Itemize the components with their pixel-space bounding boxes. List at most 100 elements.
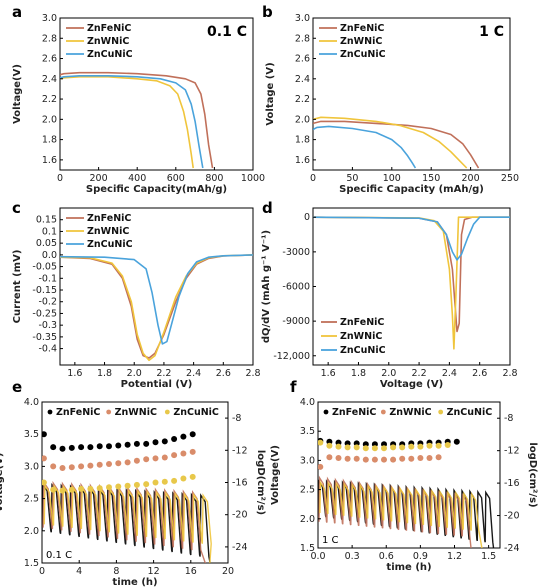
y-tick-label: 2.8 [295,33,310,44]
scatter-point-ZnCuNiC [161,478,168,485]
x-axis-label: time (h) [386,562,431,573]
y-tick-label: 2.0 [42,114,57,125]
panel-a: 0 200 400 600 800 1000 1.6 1.8 2.0 2.2 2.4 2.6 2.8 3.… [12,3,265,195]
scatter-point-ZnCuNiC [362,445,369,452]
panel-letter-b: b [262,3,273,21]
x-tick-label: 2.8 [245,368,260,379]
cycling-line-ZnFeNiC [42,482,211,563]
scatter-point-ZnWNiC [435,454,442,461]
x-tick-label: 0 [39,566,45,577]
panel-letter-d: d [262,199,273,217]
y-tick-label: -3000 [282,247,310,258]
legend-dot-ZnFeNiC [323,409,329,415]
scatter-point-ZnWNiC [78,463,85,470]
y-tick-label: 0.05 [36,238,57,249]
rate-annotation: 0.1 C [46,550,72,561]
x-tick-label: 200 [90,173,108,184]
scatter-point-ZnWNiC [68,464,75,471]
scatter-point-ZnCuNiC [96,485,103,492]
legend-dot-ZnCuNiC [438,409,444,415]
plot-frame-a [59,17,254,171]
scatter-point-ZnWNiC [335,455,342,461]
scatter-point-ZnCuNiC [87,485,94,492]
scatter-point-ZnFeNiC [78,444,85,451]
series-line-ZnWNiC [60,76,194,169]
series-line-ZnFeNiC [313,216,510,333]
legend-label-ZnWNiC: ZnWNiC [340,331,382,342]
y-tick-label: 2.4 [42,74,57,85]
x-axis-label: Voltage (V) [380,379,443,390]
y2-tick-label: -16 [232,478,248,489]
scatter-point-ZnWNiC [133,457,140,464]
y-tick-label: 3.5 [24,429,39,440]
x-tick-label: 1000 [241,173,265,184]
panel-letter-e: e [12,378,22,396]
scatter-point-ZnWNiC [50,463,57,470]
x-tick-label: 1.8 [97,368,112,379]
series-line-ZnCuNiC [313,125,417,169]
scatter-point-ZnCuNiC [353,444,360,451]
scatter-point-ZnWNiC [106,461,112,467]
series-line-ZnCuNiC [60,75,204,169]
y-tick-label: -12,000 [273,351,310,362]
scatter-point-ZnWNiC [318,463,324,470]
x-tick-label: 800 [205,173,223,184]
scatter-point-ZnFeNiC [161,438,168,445]
legend-label-ZnWNiC: ZnWNiC [87,36,129,47]
legend-label-ZnCuNiC: ZnCuNiC [87,49,133,60]
y-tick-label: 3.0 [42,13,57,24]
y-tick-label: 4.0 [300,397,315,408]
scatter-point-ZnCuNiC [417,443,424,450]
scatter-point-ZnFeNiC [326,438,333,445]
legend-label-ZnWNiC: ZnWNiC [87,226,129,237]
y-tick-label: 2.6 [42,54,57,65]
rate-annotation: 1 C [479,24,504,40]
legend-dot-ZnWNiC [106,409,112,415]
scatter-point-ZnWNiC [96,461,103,468]
scatter-point-ZnWNiC [143,456,150,463]
y-tick-label: -0.05 [32,262,57,273]
series-line-ZnCuNiC [313,216,510,261]
scatter-point-ZnCuNiC [390,444,397,451]
y-tick-label: 0.1 [42,226,57,237]
x-tick-label: 100 [383,173,401,184]
scatter-point-ZnCuNiC [335,443,342,450]
x-tick-label: 2.2 [156,368,171,379]
rate-annotation: 0.1 C [207,24,247,40]
y-tick-label: 1.8 [42,135,57,146]
legend-label-ZnCuNiC: ZnCuNiC [173,407,219,418]
scatter-point-ZnWNiC [426,455,433,461]
legend-dot-ZnCuNiC [164,409,170,415]
x-tick-label: 50 [346,173,358,184]
scatter-point-ZnWNiC [189,448,196,455]
scatter-point-ZnCuNiC [371,445,378,452]
y-tick-label: -0.25 [32,308,57,319]
x-tick-label: 0 [310,173,316,184]
panel-b: 0 50 100 150 200 250 1.6 1.8 2.0 2.2 2.4 2.6 2.8 3.0 S… [262,3,519,195]
y-tick-label: 2.5 [300,485,315,496]
scatter-point-ZnCuNiC [426,442,433,449]
scatter-point-ZnCuNiC [124,482,131,489]
y-tick-label: 2.5 [24,494,39,505]
legend-f: ZnFeNiC ZnWNiC ZnCuNiC [323,407,492,418]
y-tick-label: -0.15 [32,285,57,296]
panel-c: 1.6 1.8 2.0 2.2 2.4 2.6 2.8-0.4-0.35-0.3-0.25-… [12,199,261,390]
x-tick-label: 2.8 [502,368,517,379]
panel-e: 0 4 8 12 16 20 1.5 2.0 2.5 3.0 3.5 4.0 -8 -12 -16 -20 -2… [0,378,266,587]
legend-e: ZnFeNiC ZnWNiC ZnCuNiC [47,407,219,418]
x-tick-label: 2.0 [127,368,142,379]
y-tick-label: 1.8 [295,135,310,146]
x-tick-label: 1.6 [321,368,336,379]
plot-frame-c [59,207,254,366]
y2-axis-label: logD(cm²/s) [527,442,538,507]
legend-b: ZnFeNiC ZnWNiC ZnCuNiC [319,23,386,60]
legend-a: ZnFeNiC ZnWNiC ZnCuNiC [66,23,133,60]
legend-label-ZnWNiC: ZnWNiC [340,36,382,47]
y-tick-label: -0.1 [38,273,57,284]
scatter-point-ZnCuNiC [133,481,140,488]
x-tick-label: 1.2 [447,551,462,562]
y-tick-label: 3.5 [300,426,315,437]
scatter-point-ZnCuNiC [68,486,75,493]
y2-tick-label: -24 [504,543,520,554]
x-tick-label: 2.4 [186,368,201,379]
